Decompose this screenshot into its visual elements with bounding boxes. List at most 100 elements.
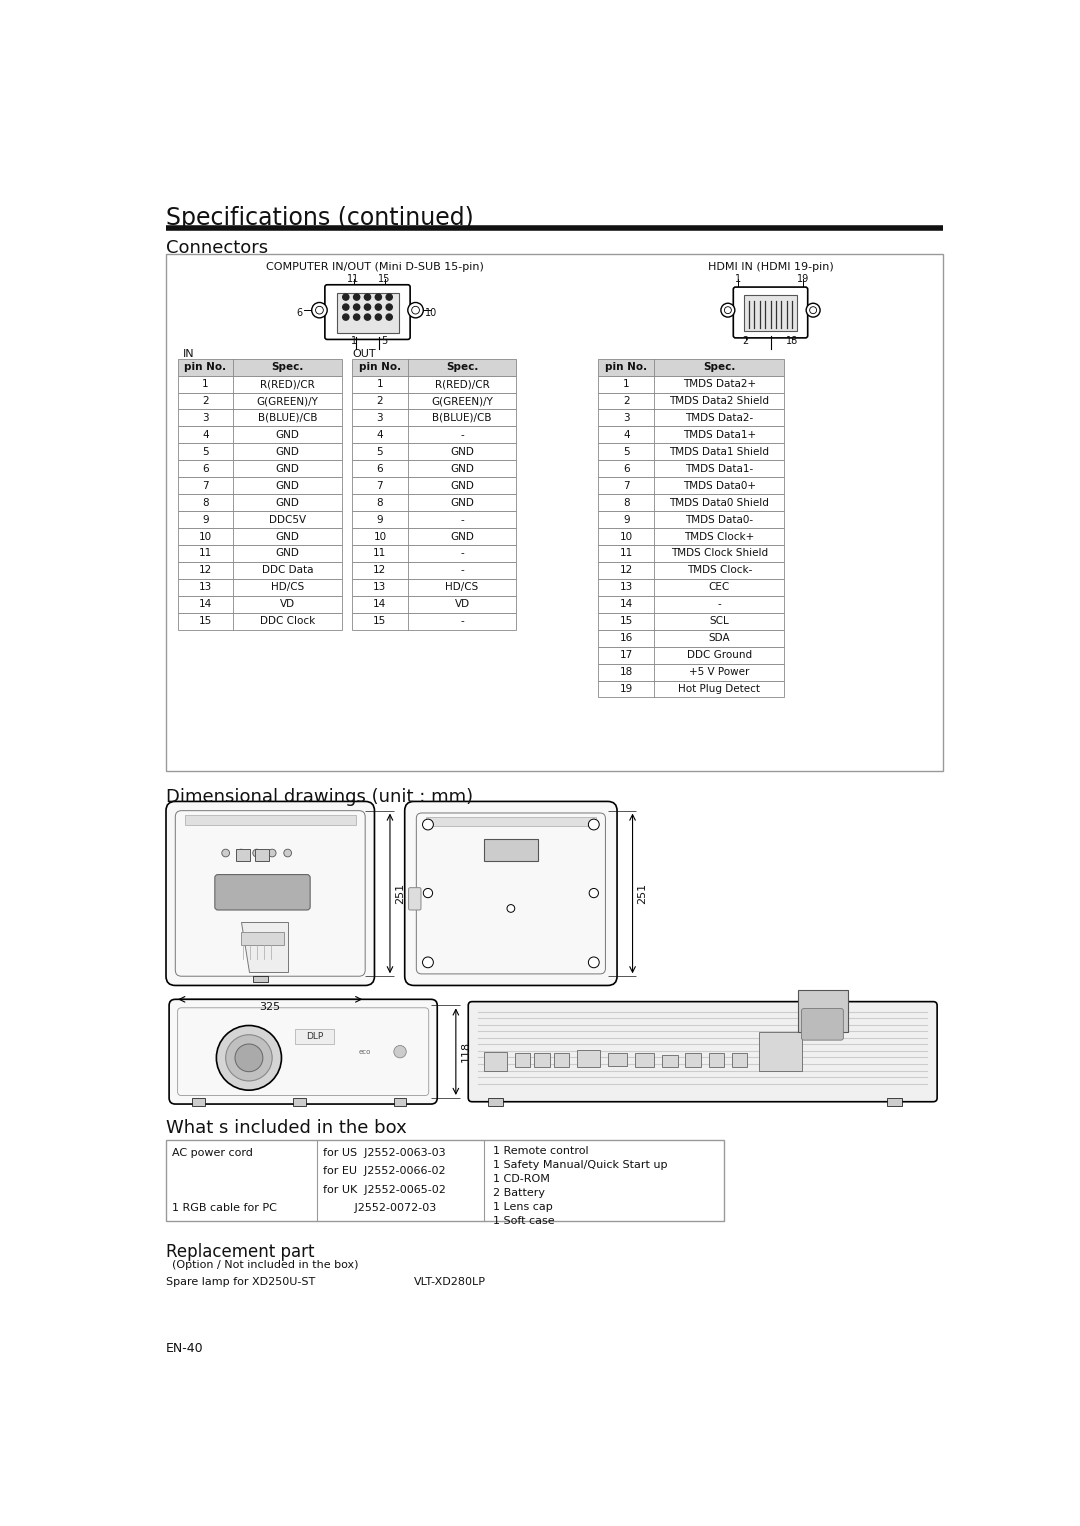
Text: 5: 5 (377, 447, 383, 456)
Bar (352, 613, 516, 630)
Circle shape (387, 304, 392, 310)
Text: 1 Lens cap: 1 Lens cap (494, 1202, 553, 1212)
Bar (253, 977, 268, 983)
Text: GND: GND (450, 481, 474, 491)
Bar (177, 409, 342, 426)
Text: 11: 11 (620, 548, 633, 559)
Text: 1 RGB cable for PC: 1 RGB cable for PC (172, 1204, 278, 1213)
Text: 10: 10 (374, 531, 387, 542)
Bar (177, 562, 342, 578)
Text: EN-40: EN-40 (166, 1341, 204, 1355)
Circle shape (423, 888, 433, 897)
Circle shape (353, 295, 360, 301)
Text: pin No.: pin No. (185, 362, 227, 372)
Text: Spec.: Spec. (271, 362, 303, 372)
Bar (352, 511, 516, 528)
Text: 13: 13 (199, 583, 212, 592)
Text: 15: 15 (620, 617, 633, 626)
Text: -: - (460, 566, 464, 575)
Bar (598, 426, 784, 444)
Bar (352, 528, 516, 545)
Bar (535, 1053, 550, 1067)
FancyBboxPatch shape (170, 1000, 437, 1103)
Circle shape (353, 304, 360, 310)
Circle shape (394, 1045, 406, 1058)
Bar (598, 528, 784, 545)
Bar (488, 1097, 503, 1105)
Bar (394, 1097, 406, 1105)
Bar (598, 664, 784, 681)
Text: 13: 13 (620, 583, 633, 592)
Text: Specifications (continued): Specifications (continued) (166, 206, 474, 230)
Circle shape (375, 304, 381, 310)
Text: DDC Data: DDC Data (262, 566, 313, 575)
Text: CEC: CEC (708, 583, 730, 592)
Circle shape (235, 1044, 262, 1071)
Bar (484, 839, 538, 861)
Text: for US  J2552-0063-03: for US J2552-0063-03 (323, 1148, 446, 1158)
Text: Replacement part: Replacement part (166, 1242, 314, 1260)
Bar (255, 848, 269, 861)
Text: (Option / Not included in the box): (Option / Not included in the box) (172, 1259, 359, 1270)
Bar (241, 931, 284, 946)
Text: GND: GND (450, 531, 474, 542)
Text: 15: 15 (374, 617, 387, 626)
Circle shape (806, 304, 820, 317)
Circle shape (589, 957, 599, 967)
Text: 18: 18 (786, 336, 798, 345)
Bar (598, 511, 784, 528)
Text: 5: 5 (623, 447, 630, 456)
Bar (177, 545, 342, 562)
Text: 11: 11 (348, 275, 360, 284)
Text: 6: 6 (623, 464, 630, 473)
Bar (598, 478, 784, 494)
Text: 9: 9 (623, 514, 630, 525)
Text: 1: 1 (377, 378, 383, 389)
Bar (166, 253, 943, 772)
Text: 4: 4 (202, 430, 208, 439)
Circle shape (411, 307, 419, 314)
Circle shape (422, 957, 433, 967)
Circle shape (721, 304, 734, 317)
Circle shape (315, 307, 323, 314)
Bar (598, 494, 784, 511)
Text: 9: 9 (202, 514, 208, 525)
Bar (598, 545, 784, 562)
Text: VD: VD (280, 600, 295, 609)
Text: 19: 19 (620, 684, 633, 694)
Text: for EU  J2552-0066-02: for EU J2552-0066-02 (323, 1166, 446, 1177)
Text: 118: 118 (460, 1041, 471, 1062)
Bar (598, 461, 784, 478)
Text: TMDS Data1 Shield: TMDS Data1 Shield (670, 447, 769, 456)
Bar (798, 990, 848, 1033)
Text: pin No.: pin No. (359, 362, 401, 372)
Circle shape (589, 819, 599, 830)
Text: 11: 11 (199, 548, 212, 559)
Text: TMDS Clock+: TMDS Clock+ (685, 531, 755, 542)
Circle shape (408, 302, 423, 317)
Text: GND: GND (275, 531, 299, 542)
Bar (352, 545, 516, 562)
Bar (352, 562, 516, 578)
Text: 7: 7 (377, 481, 383, 491)
Text: 2: 2 (377, 397, 383, 406)
Text: +5 V Power: +5 V Power (689, 667, 750, 678)
Bar (608, 1053, 627, 1065)
FancyBboxPatch shape (405, 801, 617, 986)
Text: pin No.: pin No. (605, 362, 647, 372)
Text: 2: 2 (743, 336, 748, 345)
Bar (352, 359, 516, 375)
Text: 18: 18 (620, 667, 633, 678)
Text: 2: 2 (202, 397, 208, 406)
Text: J2552-0072-03: J2552-0072-03 (323, 1204, 436, 1213)
Text: TMDS Data0+: TMDS Data0+ (683, 481, 756, 491)
Bar (177, 461, 342, 478)
Text: 14: 14 (199, 600, 212, 609)
Bar (598, 578, 784, 595)
Text: 1: 1 (351, 336, 356, 345)
Bar (598, 595, 784, 613)
Bar (352, 392, 516, 409)
Text: GND: GND (450, 464, 474, 473)
Text: DDC Clock: DDC Clock (260, 617, 315, 626)
Bar (177, 392, 342, 409)
